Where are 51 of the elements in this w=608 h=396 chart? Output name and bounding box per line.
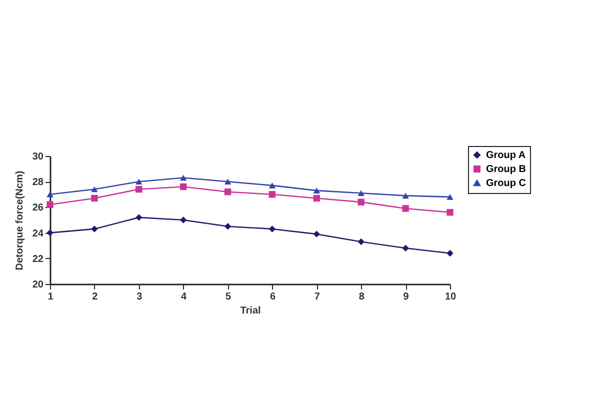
x-tick-label: 1: [48, 292, 54, 302]
point: [313, 194, 320, 202]
point: [91, 226, 98, 232]
point: [446, 208, 454, 216]
point: [268, 191, 276, 198]
point: [268, 226, 276, 232]
point: [224, 223, 232, 230]
point: [46, 201, 54, 208]
x-tick-label: 10: [444, 292, 456, 302]
point: [358, 190, 364, 196]
point: [224, 188, 232, 196]
point: [180, 183, 187, 190]
y-tick-label: 20: [32, 280, 44, 290]
point: [136, 178, 142, 185]
x-tick-label: 7: [314, 292, 320, 302]
point: [91, 186, 98, 192]
legend-label: Group B: [486, 164, 526, 175]
legend-label: Group A: [486, 150, 526, 161]
point: [180, 174, 187, 181]
point: [180, 216, 187, 224]
x-axis-title: Trial: [240, 306, 261, 316]
point: [136, 214, 142, 221]
y-tick-label: 28: [32, 177, 44, 188]
point: [268, 182, 276, 188]
y-tick-label: 24: [32, 228, 44, 240]
point: [446, 194, 454, 200]
x-tick-label: 3: [136, 292, 143, 302]
x-tick-label: 2: [92, 292, 98, 302]
x-tick-label: 6: [270, 292, 276, 302]
x-tick-label: 4: [181, 292, 188, 302]
x-tick-label: 9: [403, 292, 410, 302]
point: [46, 229, 54, 236]
point: [313, 188, 320, 194]
x-tick-label: 8: [358, 292, 365, 302]
point: [91, 194, 98, 202]
y-axis-title: Detorque force(Ncm): [14, 170, 26, 270]
legend-label: Group C: [486, 178, 526, 189]
point: [358, 238, 364, 246]
point: [402, 192, 409, 199]
point: [402, 244, 409, 252]
point: [313, 230, 320, 238]
x-tick-label: 5: [225, 292, 232, 302]
point: [136, 186, 142, 193]
y-tick-label: 30: [32, 152, 44, 162]
y-tick-label: 26: [32, 202, 44, 214]
point: [446, 250, 454, 257]
point: [224, 178, 232, 185]
y-tick-label: 22: [32, 254, 44, 265]
point: [402, 205, 409, 212]
point: [358, 198, 364, 206]
point: [46, 191, 54, 198]
